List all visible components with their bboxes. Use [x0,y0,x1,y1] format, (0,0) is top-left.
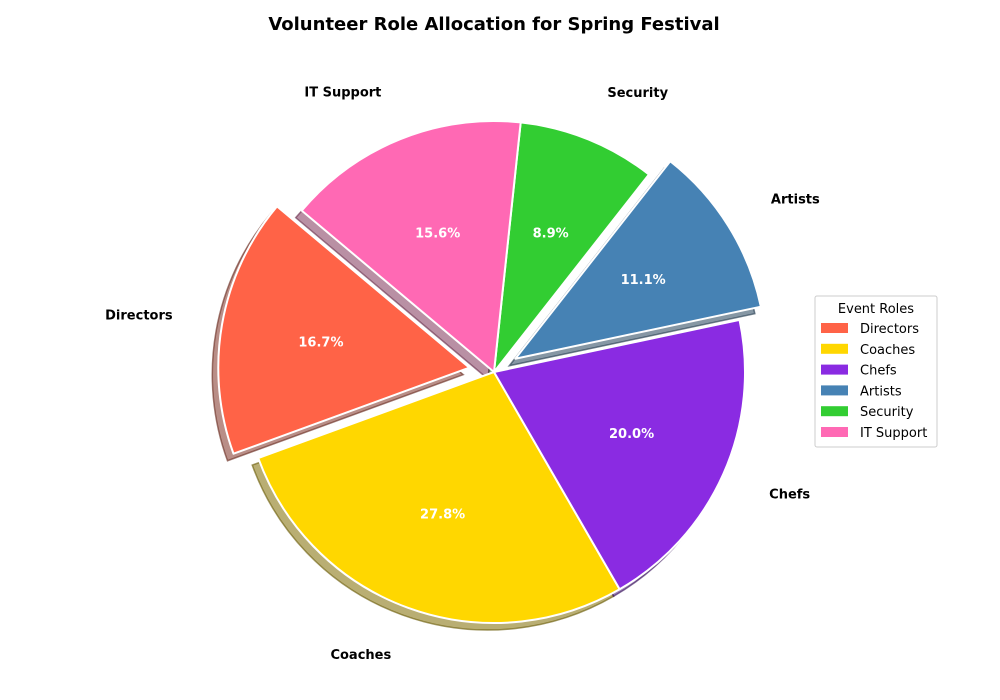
slice-security [493,121,650,373]
percent-label-coaches: 27.8% [420,508,465,523]
percent-label-artists: 11.1% [621,273,666,288]
legend-label-chefs: Chefs [860,364,897,379]
legend-label-security: Security [860,405,914,420]
slice-label-coaches: Coaches [330,648,391,663]
legend-swatch-artists [821,385,848,396]
legend: Event Roles Directors Coaches Chefs Artists… [814,295,938,448]
slice-directors [217,205,471,455]
slice-label-security: Security [607,86,668,101]
legend-swatch-it-support [821,427,848,437]
slice-label-chefs: Chefs [769,487,810,502]
slice-label-directors: Directors [105,309,173,324]
slice-chefs [493,318,746,591]
legend-label-it-support: IT Support [860,426,927,441]
slice-label-artists: Artists [771,192,820,207]
percent-label-security: 8.9% [533,226,569,241]
slice-labels: Directors 16.7% Coaches 27.8% Chefs 20.0% Arti… [105,86,820,663]
legend-label-coaches: Coaches [860,343,915,358]
legend-swatch-coaches [821,343,848,354]
legend-swatch-chefs [821,364,848,375]
percent-label-chefs: 20.0% [609,427,654,442]
legend-label-artists: Artists [860,384,902,399]
pie-slices [217,120,762,624]
legend-swatch-security [821,406,848,417]
chart-title: Volunteer Role Allocation for Spring Fes… [268,14,719,35]
legend-items: Directors Coaches Chefs Artists Security IT S… [821,322,927,441]
slice-label-it-support: IT Support [304,86,381,101]
percent-label-directors: 16.7% [298,336,343,351]
percent-label-it-support: 15.6% [415,226,460,241]
legend-swatch-directors [821,323,848,333]
slice-artists [514,160,762,360]
slice-it-support [300,120,522,373]
legend-label-directors: Directors [860,322,919,337]
legend-title: Event Roles [838,302,914,317]
